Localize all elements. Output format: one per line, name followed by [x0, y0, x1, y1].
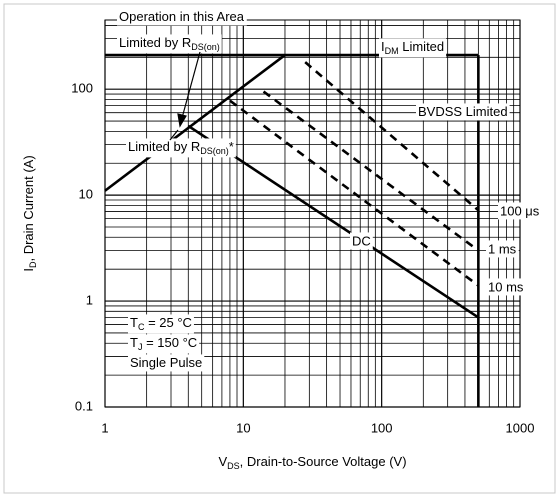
annotation-part: BVDSS Limited: [418, 104, 508, 119]
arrow: [169, 129, 179, 141]
annotation-part: = 25 °C: [144, 315, 191, 330]
annotation: TJ = 150 °C: [130, 335, 197, 352]
series-line: [187, 124, 480, 319]
series-line: [262, 90, 480, 252]
label-background: [486, 240, 519, 258]
lines: [104, 53, 480, 407]
arrows: [169, 51, 201, 141]
annotation-part: Single Pulse: [130, 355, 202, 370]
x-tick-label: 10: [236, 420, 250, 435]
series-line: [304, 61, 480, 212]
annotation: Single Pulse: [130, 355, 202, 370]
y-axis-label: ID, Drain Current (A): [21, 155, 38, 271]
annotation-part: Limited: [399, 39, 445, 54]
grid: 1 10 100 1000 0.1 1 10 100: [71, 19, 535, 435]
label-background: [128, 314, 194, 334]
label-background: [486, 278, 526, 296]
y-tick-label: 1: [86, 293, 93, 308]
annotation: IDM Limited: [381, 39, 444, 56]
x-tick-label: 1000: [506, 420, 535, 435]
x-tick-label: 1: [101, 420, 108, 435]
y-axis-label-part: I: [21, 268, 36, 272]
annotation-part: T: [130, 335, 138, 350]
annotation: Limited by RDS(on): [119, 35, 220, 52]
annotation-part: DS(on): [200, 146, 229, 156]
annotation-part: Limited by R: [119, 35, 191, 50]
annotation-part: Operation in this Area: [119, 9, 245, 24]
annotation: BVDSS Limited: [418, 104, 508, 119]
annotation-part: Limited by R: [128, 139, 200, 154]
x-axis-label-part: DS: [227, 461, 240, 471]
y-tick-label: 0.1: [75, 398, 93, 413]
annotation-part: DM: [385, 46, 399, 56]
annotation-part: *: [229, 139, 234, 154]
series-label: 100 μs: [500, 203, 540, 218]
label-background: [416, 103, 510, 121]
label-background: [498, 202, 542, 220]
label-background: [117, 34, 222, 54]
arrow: [181, 51, 201, 119]
label-background: [379, 38, 447, 58]
y-tick-label: 100: [71, 81, 93, 96]
annotation: Limited by RDS(on)*: [128, 139, 234, 156]
annotation-part: DS(on): [191, 42, 220, 52]
label-background: [126, 138, 236, 158]
series-label: 1 ms: [488, 241, 517, 256]
annotation: TC = 25 °C: [130, 315, 192, 332]
label-background: [128, 334, 200, 354]
x-tick-label: 100: [371, 420, 393, 435]
x-axis-label: VDS, Drain-to-Source Voltage (V): [218, 454, 406, 471]
label-background: [117, 8, 247, 26]
arrow-head: [177, 113, 187, 128]
series-line: [229, 99, 480, 287]
annotation-part: T: [130, 315, 138, 330]
series-label: DC: [352, 233, 371, 248]
annotation: Operation in this Area: [119, 9, 245, 24]
annotation-part: = 150 °C: [142, 335, 197, 350]
y-axis-label-part: D: [28, 261, 38, 268]
series-label: 10 ms: [488, 279, 524, 294]
x-axis-label-part: , Drain-to-Source Voltage (V): [240, 454, 407, 469]
annotation-part: I: [381, 39, 385, 54]
y-axis-label-part: , Drain Current (A): [21, 155, 36, 261]
x-axis-label-part: V: [218, 454, 227, 469]
annotation-part: C: [138, 322, 145, 332]
label-background: [350, 232, 373, 250]
annotation-part: J: [138, 342, 143, 352]
labels: VDS, Drain-to-Source Voltage (V)ID, Drai…: [21, 8, 542, 471]
series-line: [104, 54, 286, 192]
y-tick-label: 10: [79, 187, 93, 202]
label-background: [128, 354, 205, 372]
